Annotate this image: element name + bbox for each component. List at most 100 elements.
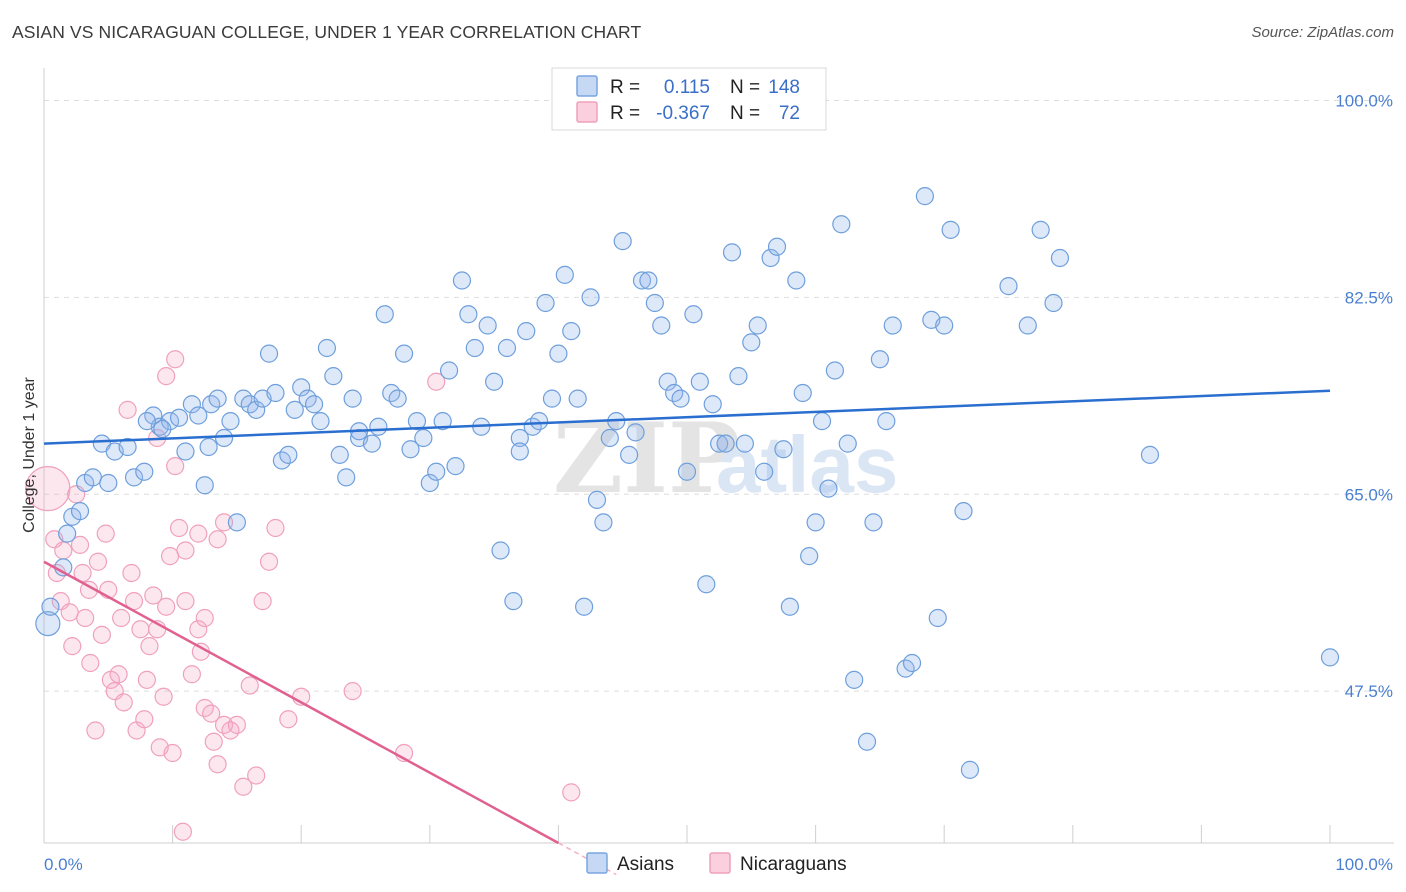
asian-point [221,412,240,431]
nicaraguan-point [208,755,227,774]
watermark-atlas: atlas [716,420,898,509]
asian-point [169,408,189,427]
asian-point [259,344,279,363]
nicaraguan-point [195,608,214,628]
nicaraguan-point [208,530,227,549]
asian-point [1031,220,1050,239]
asian-point [530,412,549,431]
asian-point [755,462,774,481]
asian-point [620,445,639,464]
asian-point [536,293,555,313]
asian-point [292,378,311,397]
nicaraguan-point [160,547,180,566]
asian-point [420,473,439,493]
legend-swatch-nicaraguan [576,101,598,123]
asian-point [857,732,877,751]
asian-point [697,575,716,594]
asian-point [928,608,947,628]
nicaraguan-point [176,592,195,611]
asian-point [594,513,613,532]
nicaraguan-trend-line [43,560,559,845]
asian-point [542,389,562,408]
nicaraguan-point [166,350,185,369]
nicaraguan-point [343,682,362,701]
legend-n-nicaraguan: 72 [779,103,800,124]
legend-n-label-asian: N = [730,77,760,98]
nicaraguan-point [176,541,195,560]
nicaraguan-point [227,715,246,734]
nicaraguan-point [131,620,150,639]
legend-n-asian: 148 [768,77,800,98]
legend: R = 0.115 N = 148 R = -0.367 N = 72 [551,67,827,131]
nicaraguan-point [114,693,133,712]
asian-point [1018,316,1037,335]
nicaraguan-point [562,783,581,802]
asian-point [459,305,478,324]
asian-point [632,271,652,290]
asian-point [806,513,825,532]
asian-point [388,389,407,408]
asian-point [304,395,324,414]
asian-point [819,479,838,498]
nicaraguan-point [169,518,189,538]
asian-point [99,473,118,493]
bottom-legend: Asians Nicaraguans [586,852,847,875]
nicaraguan-point [259,552,279,571]
asian-point [748,316,767,335]
asian-point [266,383,285,403]
nicaraguan-point [427,372,446,391]
asian-point [735,434,754,453]
nicaraguan-point [182,665,201,684]
asian-point [864,513,883,532]
bottom-legend-asian: Asians [617,854,674,875]
asian-point [902,653,922,673]
asian-point [600,428,619,448]
bottom-legend-swatch-asian [586,852,608,874]
asian-point [35,611,61,637]
asian-point [587,490,607,509]
asian-point [960,760,980,779]
x-tick-label: 0.0% [44,855,83,874]
asian-point [767,237,787,256]
asian-point [124,468,144,487]
nicaraguan-point [202,704,221,723]
nicaraguan-point [157,367,176,386]
asian-point [135,462,154,481]
asian-point [639,271,658,290]
asian-point [375,305,394,324]
asian-point [877,412,896,431]
asian-point [517,322,536,341]
nicaraguan-point [109,665,128,684]
asian-point [401,440,420,459]
y-tick-label: 65.0% [1345,485,1393,504]
nicaraguan-point [204,732,223,751]
asian-point [324,367,343,386]
legend-n-label-nicaraguan: N = [730,103,760,124]
nicaraguan-point [112,608,131,628]
asian-point [575,597,594,616]
asian-point [838,434,857,453]
asian-point [793,383,812,403]
asian-point [722,243,742,262]
legend-r-label-nicaraguan: R = [610,103,640,124]
bottom-legend-swatch-nicaraguan [709,852,731,874]
nicaraguan-point [154,687,173,706]
nicaraguan-point [157,597,176,616]
asian-point [510,428,529,448]
asian-point [555,265,574,284]
asian-point [465,338,484,358]
asian-point [761,248,780,268]
asian-point [247,400,266,419]
nicaraguan-point [60,603,79,622]
legend-r-nicaraguan: -0.367 [656,103,710,124]
nicaraguan-point [247,766,266,785]
asian-point [362,434,382,453]
asian-point [941,220,960,239]
asian-point [369,417,388,436]
asian-point [208,389,227,408]
chart-title: ASIAN VS NICARAGUAN COLLEGE, UNDER 1 YEA… [12,22,642,42]
y-tick-label: 82.5% [1345,288,1393,307]
asian-point [780,597,799,616]
asian-point [787,271,806,290]
